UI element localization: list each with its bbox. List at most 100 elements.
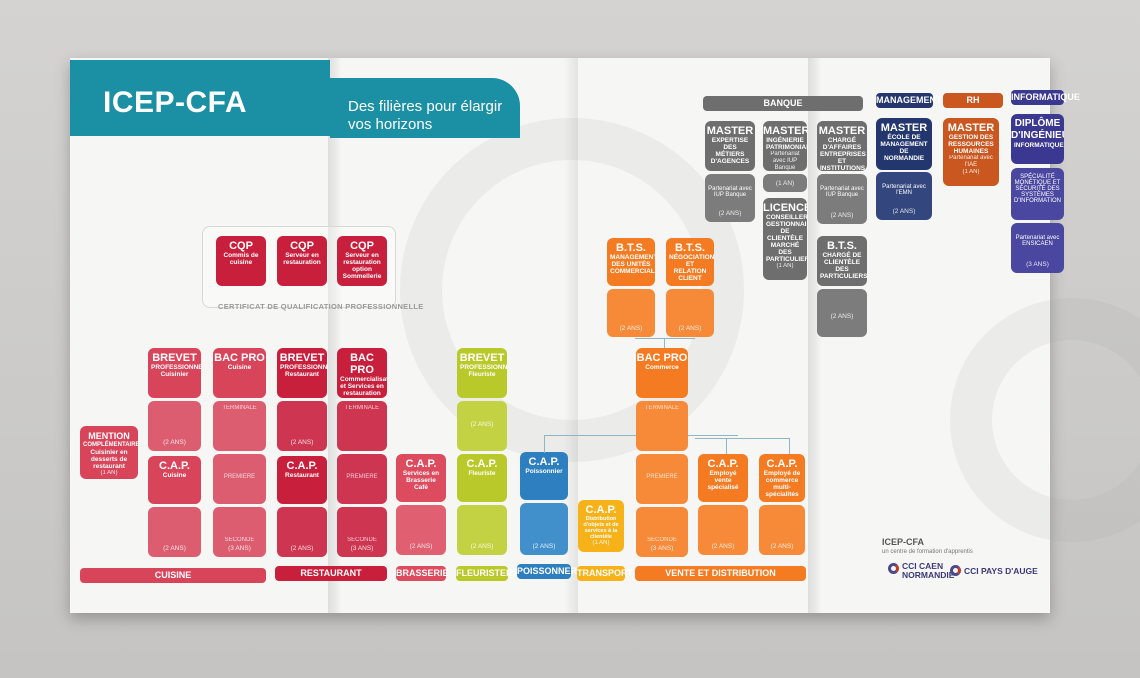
card-title: C.A.P.: [585, 504, 617, 516]
card-desc: Cuisine: [227, 364, 252, 371]
level-label: PREMIÈRE: [346, 474, 378, 480]
connector-line: [664, 338, 665, 348]
card-desc: CHARGÉ D'AFFAIRES ENTREPRISES ET INSTITU…: [820, 137, 866, 171]
card-title: C.A.P.: [528, 456, 560, 468]
partner-note: Partenariat avec ENSICAEN: [1015, 235, 1060, 247]
level-label: TERMINALE: [344, 405, 380, 411]
bacpro-restaurant-terminale: TERMINALE: [337, 401, 387, 451]
duration: (1 AN): [592, 540, 610, 546]
cap-vente-card: C.A.P. Employé vente spécialisé: [698, 454, 748, 502]
card-desc: Commis de cuisine: [223, 252, 259, 266]
card-title: C.A.P.: [707, 458, 739, 470]
master-agences-year: Partenariat avec IUP Banque (2 ANS): [705, 174, 755, 222]
cap-fleuriste-card: C.A.P. Fleuriste: [457, 454, 507, 502]
duration: (2 ANS): [470, 543, 494, 550]
card-title: C.A.P.: [405, 458, 437, 470]
card-title: BREVET: [279, 352, 325, 364]
duration: (2 ANS): [711, 543, 735, 550]
level-label: SECONDE: [347, 537, 377, 543]
cap-cuisine-card: C.A.P. Cuisine: [148, 456, 201, 504]
partner-note: Partenariat avec IUP Banque: [770, 151, 800, 171]
duration: (2 ANS): [678, 325, 702, 332]
bacpro-commerce-terminale: TERMINALE: [636, 401, 688, 451]
master-patrimoniale-year: (1 AN): [763, 174, 807, 192]
card-desc: ÉCOLE DE MANAGEMENT DE NORMANDIE: [880, 134, 928, 162]
cap-commerce-year: (2 ANS): [759, 505, 805, 555]
card-desc: Employé vente spécialisé: [707, 470, 739, 491]
card-title: CQP: [290, 240, 314, 252]
level-label: SECONDE: [224, 537, 255, 543]
watermark-logo: [950, 298, 1140, 542]
card-title: MASTER: [947, 122, 995, 134]
cap-poissonnier-year: (2 ANS): [520, 503, 568, 555]
bacpro-restaurant-seconde: SECONDE (3 ANS): [337, 507, 387, 557]
bacpro-cuisine-seconde: SECONDE (3 ANS): [213, 507, 266, 557]
cap-transport-card: C.A.P. Distribution d'objets et de servic…: [578, 500, 624, 552]
card-title: C.A.P.: [159, 460, 190, 472]
card-desc: Restaurant: [285, 371, 319, 378]
duration: (1 AN): [100, 470, 118, 476]
cqp-caption: CERTIFICAT DE QUALIFICATION PROFESSIONNE…: [218, 302, 424, 311]
card-desc: Serveur en restauration option Sommeller…: [342, 252, 382, 280]
card-title: BREVET: [459, 352, 505, 364]
card-title: MASTER: [880, 122, 928, 134]
brevet-restaurant-card: BREVETPROFESSIONNELRestaurant: [277, 348, 327, 398]
card-title: BAC PRO: [350, 352, 374, 376]
card-desc: Commerce: [645, 364, 679, 371]
card-subtitle: PROFESSIONNEL: [280, 364, 327, 371]
cap-restaurant-card: C.A.P. Restaurant: [277, 456, 327, 504]
card-desc: Restaurant: [285, 472, 319, 479]
bts-banque-year: (2 ANS): [817, 289, 867, 337]
duration: (1 AN): [776, 263, 794, 269]
card-desc: GESTION DES RESSOURCES HUMAINES: [948, 134, 994, 155]
card-desc: Cuisinier: [160, 371, 189, 378]
bacpro-commerce-card: BAC PRO Commerce: [636, 348, 688, 398]
category-transport: TRANSPORT: [577, 566, 633, 581]
mention-card: MENTION COMPLÉMENTAIRE Cuisinier en dess…: [80, 426, 138, 479]
card-title: MASTER: [763, 125, 807, 137]
duration: (2 ANS): [718, 210, 742, 217]
brochure: ICEP-CFA Des filières pour élargir vos ho…: [70, 58, 1140, 613]
cci-logo-icon: [888, 563, 899, 574]
level-label: PREMIÈRE: [646, 474, 678, 480]
card-desc: Services en Brasserie Café: [402, 470, 440, 491]
ingenieur-speciality: SPÉCIALITÉ MONÉTIQUE ET SÉCURITÉ DES SYS…: [1011, 168, 1064, 220]
brevet-fleuriste-year: (2 ANS): [457, 401, 507, 451]
cci-caen-line2: NORMANDIE: [902, 570, 955, 580]
card-desc: Poissonnier: [525, 468, 563, 475]
card-title: MASTER: [818, 125, 866, 137]
card-desc: SPÉCIALITÉ MONÉTIQUE ET SÉCURITÉ DES SYS…: [1013, 174, 1062, 204]
bacpro-cuisine-terminale: TERMINALE: [213, 401, 266, 451]
card-desc: CONSEILLER GESTIONNAIRE DE CLIENTÈLE MAR…: [766, 214, 807, 263]
duration: (1 AN): [962, 169, 980, 175]
duration: (2 ANS): [830, 313, 854, 320]
level-label: SECONDE: [647, 537, 677, 543]
card-title: MASTER: [706, 125, 754, 137]
cci-logo-icon: [950, 565, 961, 576]
tagline: Des filières pour élargir vos horizons: [348, 98, 502, 134]
cci-pays-auge-logo: CCI PAYS D'AUGE: [964, 566, 1038, 576]
card-title: DIPLÔME D'INGÉNIEUR: [1011, 118, 1064, 141]
cap-poissonnier-card: C.A.P. Poissonnier: [520, 452, 568, 500]
card-desc: Employé de commerce multi-spécialités: [763, 470, 801, 498]
connector-line: [544, 435, 545, 453]
page-title: ICEP-CFA: [103, 86, 248, 119]
card-desc: Cuisine: [162, 472, 187, 479]
bacpro-commerce-premiere: PREMIÈRE: [636, 454, 688, 504]
brevet-fleuriste-card: BREVETPROFESSIONNELFleuriste: [457, 348, 507, 398]
footer-subtitle: un centre de formation d'apprentis: [882, 549, 973, 555]
connector-line: [635, 338, 695, 339]
header-tab: [330, 78, 520, 138]
category-management: MANAGEMENT: [876, 93, 942, 108]
card-title: B.T.S.: [616, 242, 646, 254]
duration: (2 ANS): [830, 212, 854, 219]
cqp-serveur-card: CQP Serveur en restauration: [277, 236, 327, 286]
bacpro-cuisine-premiere: PREMIÈRE: [213, 454, 266, 504]
brevet-cuisine-card: BREVETPROFESSIONNELCuisinier: [148, 348, 201, 398]
tagline-line2: vos horizons: [348, 116, 433, 133]
category-informatique: INFORMATIQUE: [1011, 90, 1080, 105]
partner-note: Partenariat avec IUP Banque: [708, 186, 752, 198]
partner-note: Partenariat avec l'IAE: [949, 155, 993, 168]
duration: (2 ANS): [163, 545, 186, 552]
card-title: BAC PRO: [214, 352, 265, 364]
